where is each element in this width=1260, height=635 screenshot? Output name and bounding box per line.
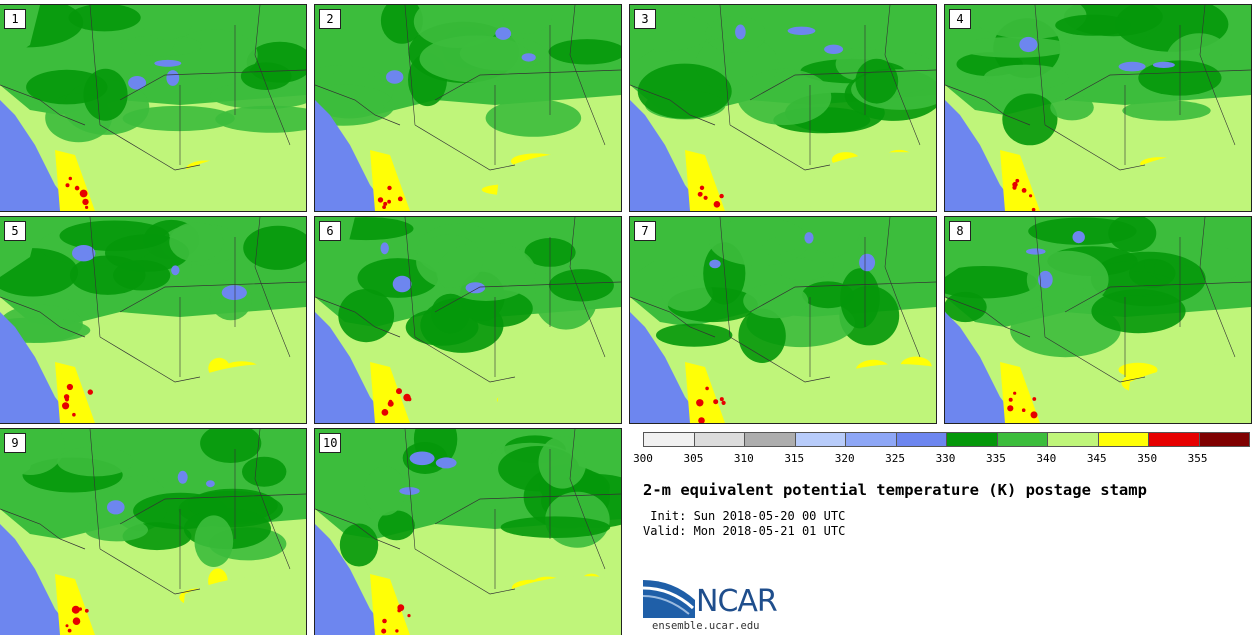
colorbar-swatch — [795, 433, 846, 446]
panel-number-label: 9 — [4, 433, 26, 453]
map-panel: 5 — [0, 216, 307, 424]
colorbar-tick-label: 320 — [834, 452, 855, 465]
colorbar-swatch — [1149, 433, 1200, 446]
colorbar-tick-label: 300 — [633, 452, 653, 465]
valid-time: Valid: Mon 2018-05-21 01 UTC — [643, 524, 846, 538]
panel-number-label: 10 — [319, 433, 342, 453]
figure-title: 2-m equivalent potential temperature (K)… — [643, 481, 1147, 499]
colorbar-tick-label: 315 — [784, 452, 805, 465]
colorbar-swatch — [694, 433, 745, 446]
colorbar-swatch — [745, 433, 796, 446]
map-panel: 9 — [0, 428, 307, 635]
colorbar-tick-label: 340 — [1036, 452, 1057, 465]
colorbar-tick-label: 305 — [683, 452, 704, 465]
panel-number-label: 1 — [4, 9, 26, 29]
init-time: Init: Sun 2018-05-20 00 UTC — [643, 509, 846, 523]
colorbar-swatch — [896, 433, 947, 446]
map-panel: 2 — [314, 4, 622, 212]
colorbar-tick-label: 325 — [885, 452, 906, 465]
colorbar-swatch — [1048, 433, 1099, 446]
map-panel: 3 — [629, 4, 937, 212]
map-panel: 1 — [0, 4, 307, 212]
panel-number-label: 3 — [634, 9, 656, 29]
map-panel: 4 — [944, 4, 1252, 212]
colorbar-swatch — [997, 433, 1048, 446]
site-url: ensemble.ucar.edu — [652, 620, 760, 632]
map-panel: 7 — [629, 216, 937, 424]
panel-number-label: 2 — [319, 9, 341, 29]
map-panel: 8 — [944, 216, 1252, 424]
colorbar-swatch — [947, 433, 998, 446]
colorbar — [643, 432, 1250, 447]
panel-number-label: 7 — [634, 221, 656, 241]
colorbar-swatch — [1098, 433, 1149, 446]
colorbar-swatch — [644, 433, 695, 446]
panel-number-label: 6 — [319, 221, 341, 241]
colorbar-tick-label: 345 — [1086, 452, 1107, 465]
ncar-logo-icon — [643, 580, 695, 618]
colorbar-tick-label: 335 — [985, 452, 1006, 465]
map-panel: 10 — [314, 428, 622, 635]
ncar-logo-text: NCAR — [696, 584, 778, 619]
colorbar-tick-label: 355 — [1187, 452, 1208, 465]
colorbar-swatch — [846, 433, 897, 446]
panel-number-label: 5 — [4, 221, 26, 241]
colorbar-ticks: 300 305 310 315 320 325 330 335 340 345 350 355 — [633, 452, 1248, 466]
panel-number-label: 4 — [949, 9, 971, 29]
colorbar-tick-label: 330 — [935, 452, 956, 465]
map-panel: 6 — [314, 216, 622, 424]
colorbar-tick-label: 310 — [733, 452, 754, 465]
panel-number-label: 8 — [949, 221, 971, 241]
colorbar-tick-label: 350 — [1137, 452, 1158, 465]
colorbar-swatch — [1199, 433, 1249, 446]
